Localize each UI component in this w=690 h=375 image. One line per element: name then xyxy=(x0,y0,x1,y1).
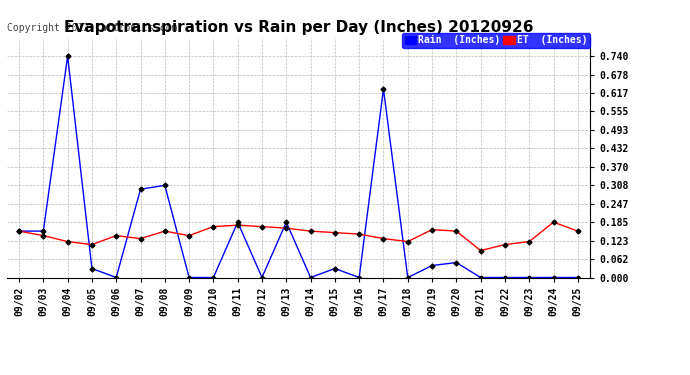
Text: Copyright 2012 Cartronics.com: Copyright 2012 Cartronics.com xyxy=(7,23,177,33)
Title: Evapotranspiration vs Rain per Day (Inches) 20120926: Evapotranspiration vs Rain per Day (Inch… xyxy=(63,20,533,35)
Legend: Rain  (Inches), ET  (Inches): Rain (Inches), ET (Inches) xyxy=(402,33,590,48)
